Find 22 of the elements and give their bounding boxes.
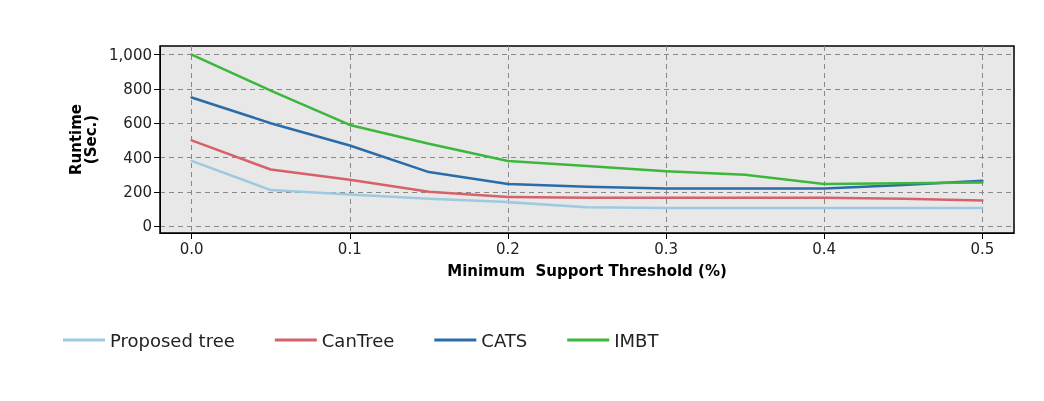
x-axis-title: Minimum Support Threshold (%) — [447, 261, 727, 280]
x-tick-label: 0.3 — [654, 239, 678, 258]
x-tick-label: 0.4 — [812, 239, 837, 258]
x-tick-label: 0.2 — [496, 239, 520, 258]
x-tick-label: 0.1 — [337, 239, 362, 258]
legend-label: CanTree — [321, 329, 395, 351]
line-series — [190, 53, 984, 186]
line-series — [190, 139, 984, 202]
legend-label: IMBT — [614, 329, 660, 351]
y-tick-label: 800 — [123, 79, 152, 98]
line-series — [190, 96, 984, 190]
y-tick-label: 1,000 — [109, 45, 152, 64]
x-tick-label: 0.5 — [970, 239, 995, 258]
legend-label: Proposed tree — [110, 329, 235, 351]
y-axis-title: Runtime (Sec.) — [66, 103, 100, 176]
legend-label: CATS — [481, 329, 528, 351]
x-tick-label: 0.0 — [179, 239, 204, 258]
line-series — [190, 159, 984, 210]
y-tick-label: 0 — [142, 217, 152, 236]
y-tick-label: 200 — [123, 182, 152, 201]
y-tick-label: 400 — [123, 148, 152, 167]
y-tick-label: 600 — [123, 114, 152, 133]
